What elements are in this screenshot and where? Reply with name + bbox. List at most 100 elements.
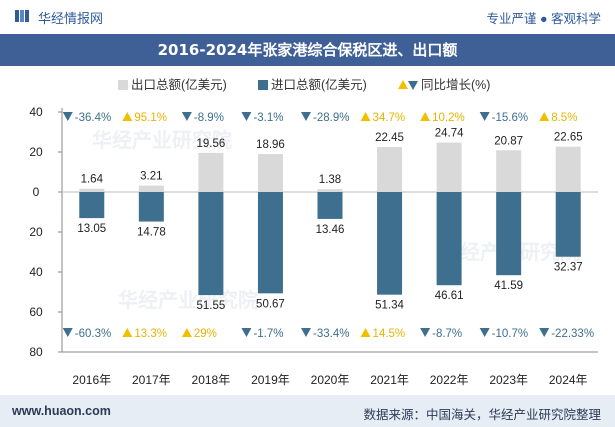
export-bar-8 <box>555 146 581 192</box>
y-tick-label-1: 20 <box>29 145 43 159</box>
export-value-label-5: 22.45 <box>375 132 404 144</box>
export-value-label-3: 18.96 <box>256 139 285 151</box>
import-bar-3 <box>257 192 283 294</box>
growth-export-label-7: -15.6% <box>492 112 528 124</box>
down-triangle-icon-export-2 <box>181 112 192 121</box>
down-triangle-icon-export-3 <box>241 112 252 121</box>
import-bar-1 <box>138 192 164 222</box>
growth-import-label-5: 14.5% <box>373 328 406 340</box>
legend-item-export: 出口总额(亿美元) <box>118 74 227 93</box>
export-value-label-7: 20.87 <box>494 135 523 147</box>
legend-item-import: 进口总额(亿美元) <box>258 74 367 93</box>
up-triangle-icon-export-1 <box>122 112 133 121</box>
import-value-label-6: 46.61 <box>435 290 464 302</box>
x-tick-label-4: 2020年 <box>311 373 350 387</box>
y-tick-label-0: 40 <box>29 105 43 119</box>
y-tick-label-6: 80 <box>29 345 43 359</box>
export-value-label-4: 1.38 <box>319 174 341 186</box>
up-triangle-icon-export-6 <box>420 112 431 121</box>
y-tick-label-2: 0 <box>33 185 40 199</box>
down-triangle-icon-export-7 <box>479 112 490 121</box>
import-bar-5 <box>377 192 403 295</box>
footer-source: 数据来源：中国海关，华经产业研究院整理 <box>363 408 601 422</box>
header-slogan: 专业严谨 ● 客观科学 <box>486 12 602 26</box>
export-value-label-1: 3.21 <box>140 171 162 183</box>
x-tick-label-0: 2016年 <box>72 373 111 387</box>
legend-swatch-export <box>118 80 128 90</box>
brand-logo-icon <box>15 10 29 22</box>
down-triangle-icon-import-0 <box>62 328 73 337</box>
export-bar-0 <box>79 188 105 192</box>
chart-plot: 40 20 0 20 40 60 80 1.64 13.05 2016年 -36.4% -60.3% 3… <box>29 105 598 387</box>
growth-export-label-0: -36.4% <box>75 112 111 124</box>
chart-legend: 出口总额(亿美元) 进口总额(亿美元) 同比增长(%) <box>0 74 615 94</box>
down-triangle-icon-export-0 <box>62 112 73 121</box>
import-bar-0 <box>79 192 105 219</box>
import-bar-6 <box>436 192 462 286</box>
x-tick-label-5: 2021年 <box>370 373 409 387</box>
import-value-label-4: 13.46 <box>316 224 345 236</box>
export-bar-2 <box>198 152 224 192</box>
up-triangle-icon-export-8 <box>539 112 550 121</box>
x-tick-label-1: 2017年 <box>132 373 171 387</box>
legend-up-triangle-icon <box>398 80 408 89</box>
y-tick-label-4: 40 <box>29 265 43 279</box>
growth-export-label-2: -8.9% <box>194 112 224 124</box>
watermark-2: 华经产业研究院 <box>118 290 258 312</box>
legend-item-growth: 同比增长(%) <box>398 74 490 93</box>
growth-import-label-0: -60.3% <box>75 328 111 340</box>
export-bar-4 <box>317 189 343 192</box>
growth-import-label-3: -1.7% <box>253 328 283 340</box>
export-bar-7 <box>496 150 522 192</box>
legend-label-import: 进口总额(亿美元) <box>271 78 367 92</box>
import-value-label-5: 51.34 <box>375 300 404 312</box>
legend-down-triangle-icon <box>408 81 418 90</box>
export-bar-3 <box>257 154 283 192</box>
export-value-label-0: 1.64 <box>81 174 104 186</box>
watermark-1: 华经产业研究院 <box>92 130 232 152</box>
export-bar-5 <box>377 147 403 192</box>
down-triangle-icon-import-8 <box>539 328 550 337</box>
export-bar-6 <box>436 142 462 192</box>
import-value-label-3: 50.67 <box>256 298 285 310</box>
growth-export-label-6: 10.2% <box>432 112 465 124</box>
x-tick-label-3: 2019年 <box>251 373 290 387</box>
export-value-label-2: 19.56 <box>196 138 225 150</box>
import-value-label-8: 32.37 <box>554 262 583 274</box>
down-triangle-icon-export-4 <box>301 112 311 121</box>
up-triangle-icon-export-5 <box>360 112 371 121</box>
growth-import-label-2: 29% <box>194 328 217 340</box>
x-tick-label-6: 2022年 <box>430 373 469 387</box>
y-tick-label-5: 60 <box>29 305 43 319</box>
import-bar-2 <box>198 192 224 296</box>
chart-title: 2016-2024年张家港综合保税区进、出口额 <box>157 41 458 59</box>
import-bar-7 <box>496 192 522 276</box>
growth-import-label-8: -22.33% <box>551 328 594 340</box>
x-tick-label-8: 2024年 <box>549 373 588 387</box>
top-bar: 华经情报网 专业严谨 ● 客观科学 <box>0 0 615 34</box>
up-triangle-icon-import-5 <box>360 328 371 337</box>
import-bar-4 <box>317 192 343 219</box>
growth-export-label-4: -28.9% <box>313 112 349 124</box>
legend-label-export: 出口总额(亿美元) <box>131 78 227 92</box>
down-triangle-icon-import-3 <box>241 328 252 337</box>
up-triangle-icon-import-1 <box>122 328 133 337</box>
growth-export-label-1: 95.1% <box>134 112 167 124</box>
footer-website[interactable]: www.huaon.com <box>12 404 111 418</box>
down-triangle-icon-import-4 <box>301 328 311 337</box>
growth-import-label-6: -8.7% <box>432 328 462 340</box>
growth-import-label-4: -33.4% <box>313 328 349 340</box>
import-bar-8 <box>555 192 581 257</box>
growth-export-label-3: -3.1% <box>253 112 283 124</box>
title-band <box>0 34 615 66</box>
brand-name: 华经情报网 <box>38 11 104 26</box>
x-tick-label-7: 2023年 <box>489 373 528 387</box>
growth-export-label-5: 34.7% <box>373 112 406 124</box>
growth-import-label-1: 13.3% <box>134 328 167 340</box>
import-value-label-1: 14.78 <box>137 227 166 239</box>
export-bar-1 <box>138 185 164 192</box>
up-triangle-icon-import-2 <box>181 328 192 337</box>
import-value-label-0: 13.05 <box>77 223 106 235</box>
growth-export-label-8: 8.5% <box>551 112 577 124</box>
growth-import-label-7: -10.7% <box>492 328 528 340</box>
